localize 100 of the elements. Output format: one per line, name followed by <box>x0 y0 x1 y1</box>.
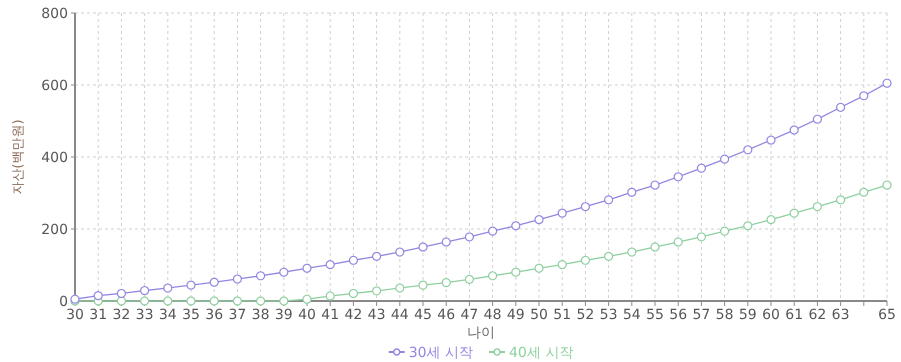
x-tick-label: 39 <box>274 307 293 323</box>
point <box>859 188 868 197</box>
point <box>558 208 567 218</box>
x-tick-label: 54 <box>622 307 641 323</box>
x-tick-label: 31 <box>89 307 108 323</box>
point <box>882 78 892 88</box>
point <box>534 264 544 273</box>
point <box>488 226 498 236</box>
point <box>140 286 150 296</box>
x-tick-label: 41 <box>321 307 340 323</box>
point <box>186 296 196 306</box>
point <box>418 280 428 290</box>
point <box>812 114 822 124</box>
x-tick-label: 36 <box>205 307 224 323</box>
x-tick-label: 40 <box>298 307 316 323</box>
point <box>464 274 474 284</box>
x-tick-label: 38 <box>252 307 270 323</box>
x-tick-label: 47 <box>460 307 478 323</box>
x-tick-label: 55 <box>646 307 664 323</box>
point <box>256 296 266 306</box>
y-tick-label: 0 <box>59 294 68 310</box>
y-tick-label: 200 <box>41 222 68 238</box>
point <box>604 252 614 261</box>
point <box>395 247 404 257</box>
point <box>94 291 103 300</box>
point <box>186 280 196 290</box>
point <box>326 260 335 270</box>
point <box>836 195 846 204</box>
point <box>627 247 636 257</box>
point <box>674 172 683 182</box>
x-tick-label: 45 <box>414 307 432 323</box>
point <box>140 296 150 306</box>
x-tick-label: 30 <box>66 307 84 323</box>
point <box>210 296 219 306</box>
point <box>836 102 846 112</box>
point <box>882 180 892 190</box>
x-tick-label: 52 <box>576 307 594 323</box>
point <box>580 202 590 212</box>
x-tick-label: 62 <box>808 307 826 323</box>
point <box>418 242 428 252</box>
x-tick-label: 46 <box>437 307 456 323</box>
x-tick-label: 48 <box>484 307 502 323</box>
x-tick-label: 63 <box>832 307 850 323</box>
point <box>650 242 660 252</box>
point <box>488 271 498 280</box>
x-tick-label: 59 <box>738 307 757 323</box>
x-tick-label: 57 <box>692 307 710 323</box>
point <box>232 274 242 284</box>
point <box>696 164 706 173</box>
point <box>766 215 776 224</box>
y-axis-title: 자산(백만원) <box>11 119 26 195</box>
point <box>372 286 382 296</box>
x-axis-title: 나이 <box>467 325 495 341</box>
point <box>279 268 288 277</box>
point <box>302 294 312 304</box>
y-tick-label: 600 <box>41 78 68 94</box>
point <box>256 271 266 280</box>
point <box>372 252 382 261</box>
x-tick-label: 35 <box>182 307 200 323</box>
point <box>743 145 752 154</box>
point <box>395 283 404 293</box>
point <box>580 256 590 265</box>
x-tick-label: 33 <box>136 307 154 323</box>
point <box>464 232 474 242</box>
x-tick-label: 60 <box>762 307 780 323</box>
point <box>627 188 636 197</box>
point <box>348 256 358 265</box>
legend-label: 30세 시작 <box>408 345 473 361</box>
point <box>279 296 288 306</box>
x-tick-label: 65 <box>878 307 896 323</box>
point <box>163 296 172 306</box>
point <box>442 278 451 288</box>
x-tick-label: 44 <box>390 307 409 323</box>
point <box>790 125 799 135</box>
x-tick-label: 56 <box>669 307 688 323</box>
x-tick-label: 37 <box>228 307 246 323</box>
y-tick-label: 400 <box>41 150 68 166</box>
point <box>302 264 312 273</box>
point <box>650 180 660 190</box>
point <box>442 237 451 247</box>
point <box>696 232 706 242</box>
x-tick-label: 53 <box>600 307 618 323</box>
point <box>326 291 335 301</box>
x-tick-label: 61 <box>785 307 804 323</box>
x-tick-label: 34 <box>158 307 177 323</box>
point <box>348 288 358 298</box>
point <box>720 154 730 164</box>
point <box>674 237 683 247</box>
point <box>534 215 544 224</box>
x-tick-label: 49 <box>506 307 525 323</box>
point <box>511 268 520 277</box>
x-tick-label: 50 <box>530 307 548 323</box>
x-tick-label: 32 <box>112 307 130 323</box>
x-tick-label: 43 <box>368 307 386 323</box>
point <box>790 208 799 218</box>
point <box>743 221 752 230</box>
point <box>210 278 219 287</box>
x-tick-label: 51 <box>553 307 572 323</box>
point <box>116 296 126 306</box>
point <box>604 195 614 204</box>
